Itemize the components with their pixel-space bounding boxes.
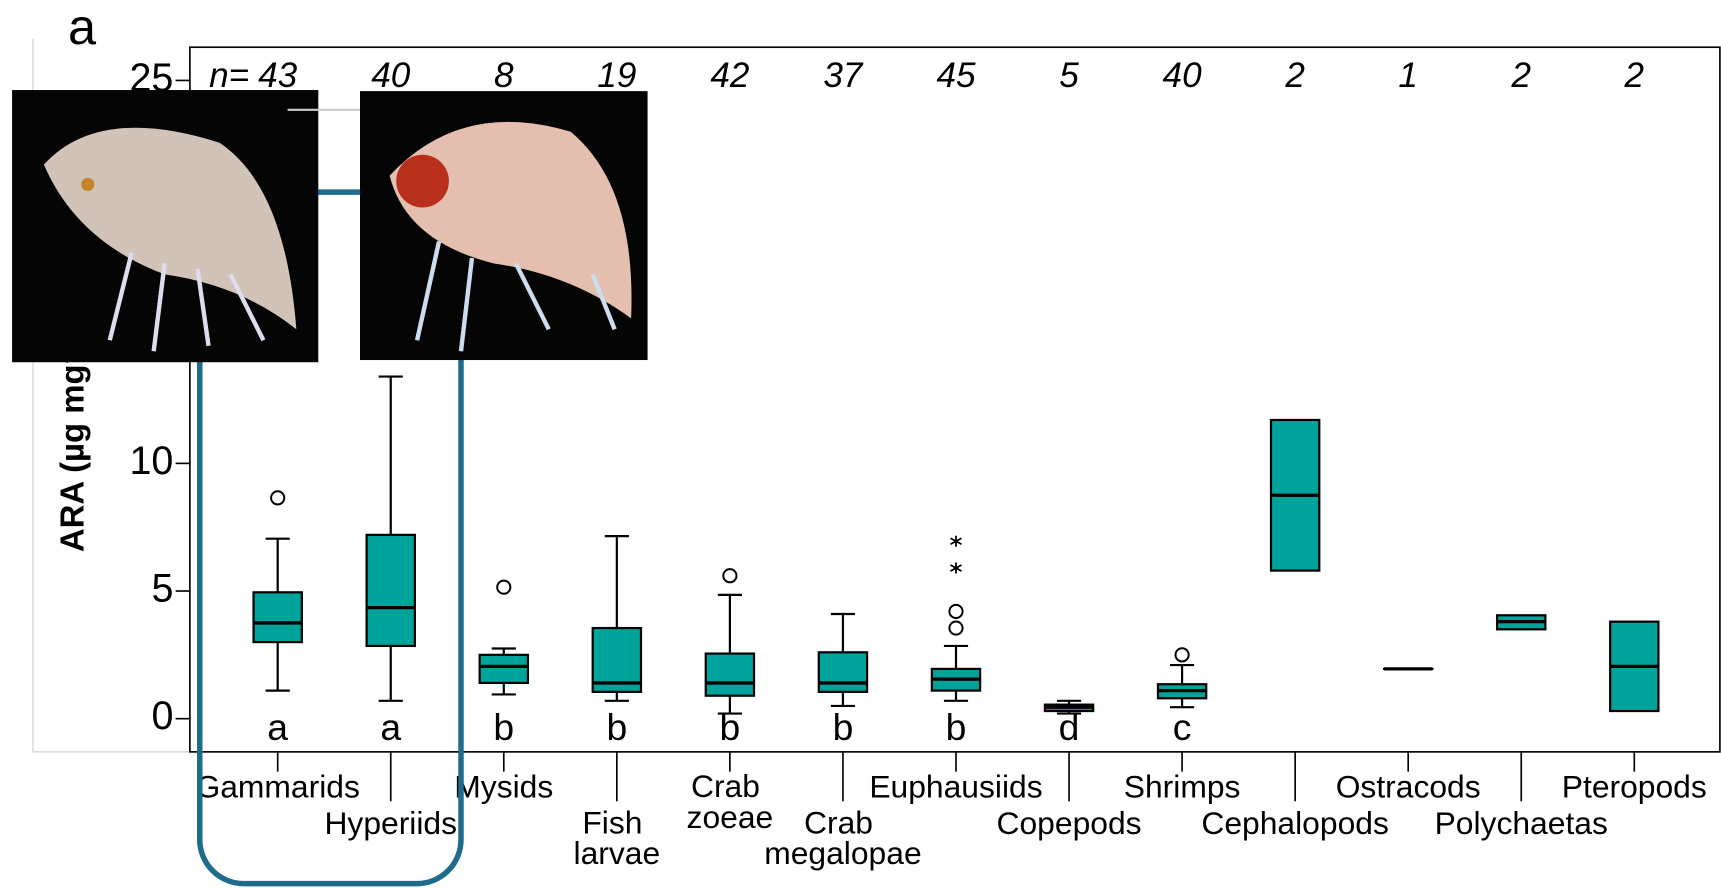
n-label: 2 [1624, 56, 1645, 95]
box-group [252, 490, 303, 692]
x-tick-label: Gammarids [195, 769, 359, 805]
x-tick-label: Euphausiids [869, 769, 1042, 805]
outlier [948, 620, 964, 636]
x-tick-label: Crab megalopae [764, 805, 921, 872]
x-tick-label: Copepods [997, 805, 1142, 841]
box-group [1495, 614, 1547, 631]
outlier [722, 568, 738, 584]
group-letter: b [606, 706, 627, 748]
box-group [365, 375, 416, 702]
box [478, 653, 530, 685]
group-letter: c [1173, 706, 1192, 748]
n-label: 43 [258, 56, 298, 95]
box-group [1609, 620, 1660, 713]
x-tick-label: Polychaetas [1435, 805, 1608, 841]
y-tick-label: 0 [151, 694, 173, 738]
n-label: 40 [1163, 56, 1203, 95]
n-label: 45 [936, 56, 976, 95]
n-label: 8 [494, 56, 514, 95]
x-tick-label: Hyperiids [324, 805, 457, 841]
n-label: 1 [1398, 56, 1418, 95]
box-group [817, 612, 869, 708]
box [817, 651, 869, 693]
n-label: 42 [710, 56, 750, 95]
box-group [704, 568, 756, 715]
n-label: 37 [823, 56, 864, 95]
box-group [591, 535, 643, 702]
extreme [950, 562, 962, 574]
n-label: 5 [1059, 56, 1079, 95]
n-prefix: n= [209, 56, 249, 95]
group-letter: b [833, 706, 854, 748]
box [704, 652, 756, 697]
box-group [1156, 647, 1208, 709]
x-tick-label: Crab zoeae [687, 769, 774, 836]
x-tick-label: Cephalopods [1201, 805, 1389, 841]
box [252, 591, 303, 644]
outlier [496, 579, 512, 595]
box [591, 626, 643, 693]
outlier [948, 603, 964, 620]
extreme [950, 535, 962, 547]
x-tick-label: Fish larvae [574, 805, 661, 872]
box-group [930, 535, 982, 702]
x-tick-label: Ostracods [1336, 769, 1481, 805]
group-letter: b [946, 706, 967, 748]
photo-gammarid [12, 90, 398, 363]
outlier [270, 490, 286, 506]
x-tick-label: Shrimps [1124, 769, 1241, 805]
n-label: 19 [597, 56, 636, 95]
box-group [478, 579, 530, 696]
photo-hyperiid [360, 91, 648, 361]
n-label: 2 [1510, 56, 1531, 95]
outlier [1174, 647, 1190, 663]
n-label: 2 [1284, 56, 1305, 95]
y-tick-label: 5 [151, 566, 173, 610]
group-letter: a [267, 706, 288, 748]
highlight-outline [197, 189, 464, 887]
x-tick-label: Pteropods [1562, 769, 1707, 805]
n-label: 40 [371, 56, 411, 95]
group-letter: a [380, 706, 401, 748]
plot-frame [189, 46, 1721, 753]
box-group [1043, 699, 1095, 715]
y-tick-label: 10 [129, 439, 173, 483]
group-letter: b [493, 706, 514, 748]
group-letter: b [720, 706, 741, 748]
group-letter: d [1059, 706, 1080, 748]
box-group [1269, 418, 1321, 572]
x-tick-label: Mysids [454, 769, 553, 805]
panel-label: a [68, 0, 97, 55]
y-axis-label: ARA (µg mg⁻¹) [53, 325, 90, 552]
box [365, 533, 416, 648]
